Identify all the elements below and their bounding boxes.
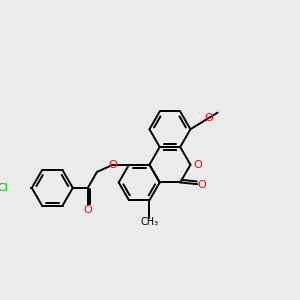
- Text: O: O: [194, 160, 202, 170]
- Text: O: O: [109, 160, 117, 170]
- Text: CH₃: CH₃: [140, 218, 158, 227]
- Text: Cl: Cl: [0, 183, 9, 193]
- Text: O: O: [205, 113, 213, 123]
- Text: O: O: [83, 205, 92, 215]
- Text: O: O: [198, 180, 206, 190]
